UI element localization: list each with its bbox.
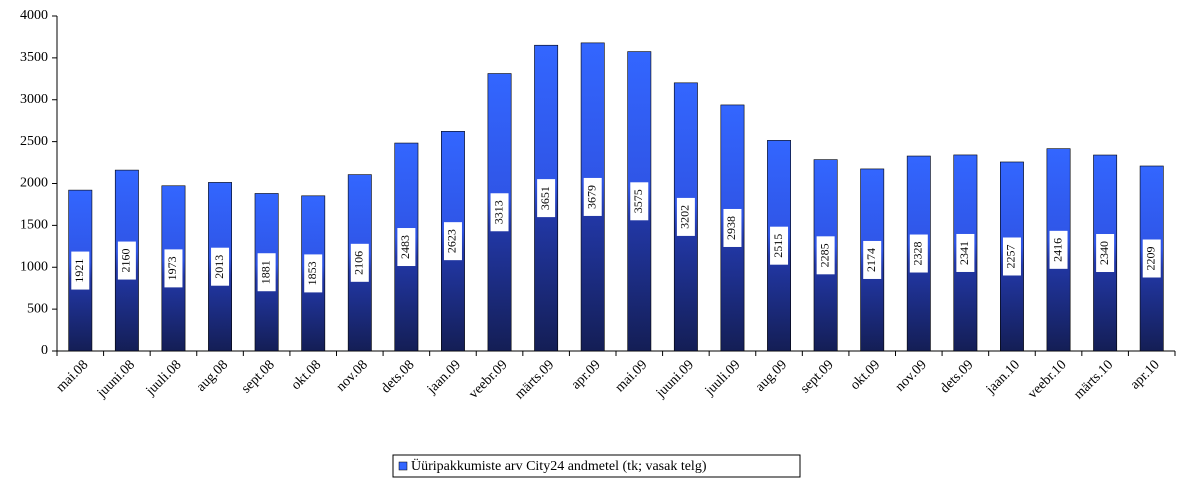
value-label: 2938 (724, 216, 738, 240)
value-label: 2174 (864, 248, 878, 272)
value-label: 2257 (1004, 244, 1018, 268)
value-label-box (490, 193, 509, 232)
x-tick-label: nov.09 (893, 357, 930, 394)
value-label: 3651 (538, 186, 552, 210)
x-tick-label: dets.09 (938, 357, 977, 396)
x-tick-label: okt.09 (848, 357, 884, 393)
value-label-box (770, 226, 789, 265)
value-label-box (630, 182, 649, 221)
y-tick-label: 500 (27, 301, 48, 316)
value-label-box (71, 251, 90, 290)
y-tick-label: 1500 (20, 218, 48, 233)
value-label-box (863, 240, 882, 279)
value-label: 2483 (398, 235, 412, 259)
value-label: 1921 (72, 259, 86, 283)
x-tick-label: aug.09 (753, 357, 790, 394)
value-label-box (1096, 234, 1115, 273)
value-label: 1973 (165, 256, 179, 280)
x-tick-label: apr.10 (1128, 357, 1163, 392)
value-label-box (397, 228, 416, 267)
value-label: 2209 (1143, 246, 1157, 270)
value-label: 1881 (258, 260, 272, 284)
value-label-box (909, 234, 928, 273)
value-label-box (723, 208, 742, 247)
value-label-box (676, 197, 695, 236)
value-label-box (443, 222, 462, 261)
value-label-box (1142, 239, 1161, 278)
y-tick-label: 0 (41, 343, 48, 358)
value-label: 2106 (352, 251, 366, 275)
x-tick-label: juuni.09 (653, 357, 697, 401)
value-label-box (1049, 230, 1068, 269)
value-label-box (304, 254, 323, 293)
value-label: 3313 (491, 200, 505, 224)
value-label: 3679 (584, 185, 598, 209)
x-tick-label: veebr.09 (466, 357, 510, 401)
y-tick-label: 4000 (20, 8, 48, 23)
value-label: 2416 (1050, 238, 1064, 262)
x-tick-label: mai.09 (613, 357, 651, 395)
x-tick-label: nov.08 (334, 357, 371, 394)
x-tick-label: veebr.10 (1025, 357, 1069, 401)
value-label-box (956, 233, 975, 272)
legend-box (392, 454, 801, 478)
x-tick-label: juuli.09 (702, 357, 744, 399)
value-label: 2340 (1097, 241, 1111, 265)
x-tick-label: jaan.10 (983, 357, 1023, 397)
legend-marker (398, 461, 408, 471)
value-label: 2341 (957, 241, 971, 265)
value-label-box (257, 253, 276, 292)
y-tick-label: 1000 (20, 259, 48, 274)
x-tick-label: märts.10 (1071, 357, 1116, 402)
y-tick-label: 3000 (20, 92, 48, 107)
x-tick-label: juuni.08 (94, 357, 138, 401)
value-label-box (117, 241, 136, 280)
x-tick-label: apr.09 (569, 357, 604, 392)
value-label: 2623 (445, 229, 459, 253)
x-tick-label: juuli.08 (143, 357, 185, 399)
value-label-box (211, 247, 230, 286)
x-tick-label: okt.08 (289, 357, 325, 393)
x-tick-label: jaan.09 (424, 357, 464, 397)
x-tick-label: sept.08 (239, 357, 278, 396)
value-label: 2328 (911, 242, 925, 266)
value-label: 1853 (305, 261, 319, 285)
legend-label: Üüripakkumiste arv City24 andmetel (tk; … (411, 457, 707, 474)
value-label: 2285 (817, 243, 831, 267)
value-label-box (350, 243, 369, 282)
value-label-box (164, 249, 183, 288)
value-label: 3202 (678, 205, 692, 229)
y-tick-label: 3500 (20, 50, 48, 65)
value-label-box (1002, 237, 1021, 276)
y-tick-label: 2000 (20, 176, 48, 191)
value-label: 2013 (212, 255, 226, 279)
value-label-box (537, 179, 556, 218)
x-tick-label: märts.09 (512, 357, 557, 402)
value-label: 3575 (631, 189, 645, 213)
x-tick-label: sept.09 (798, 357, 837, 396)
y-tick-label: 2500 (20, 134, 48, 149)
value-label-box (816, 236, 835, 275)
x-tick-label: mai.08 (54, 357, 92, 395)
x-tick-label: aug.08 (194, 357, 231, 394)
legend: Üüripakkumiste arv City24 andmetel (tk; … (392, 454, 801, 478)
value-label: 2515 (771, 234, 785, 258)
x-tick-label: dets.08 (379, 357, 418, 396)
value-label: 2160 (119, 249, 133, 273)
value-label-box (583, 177, 602, 216)
